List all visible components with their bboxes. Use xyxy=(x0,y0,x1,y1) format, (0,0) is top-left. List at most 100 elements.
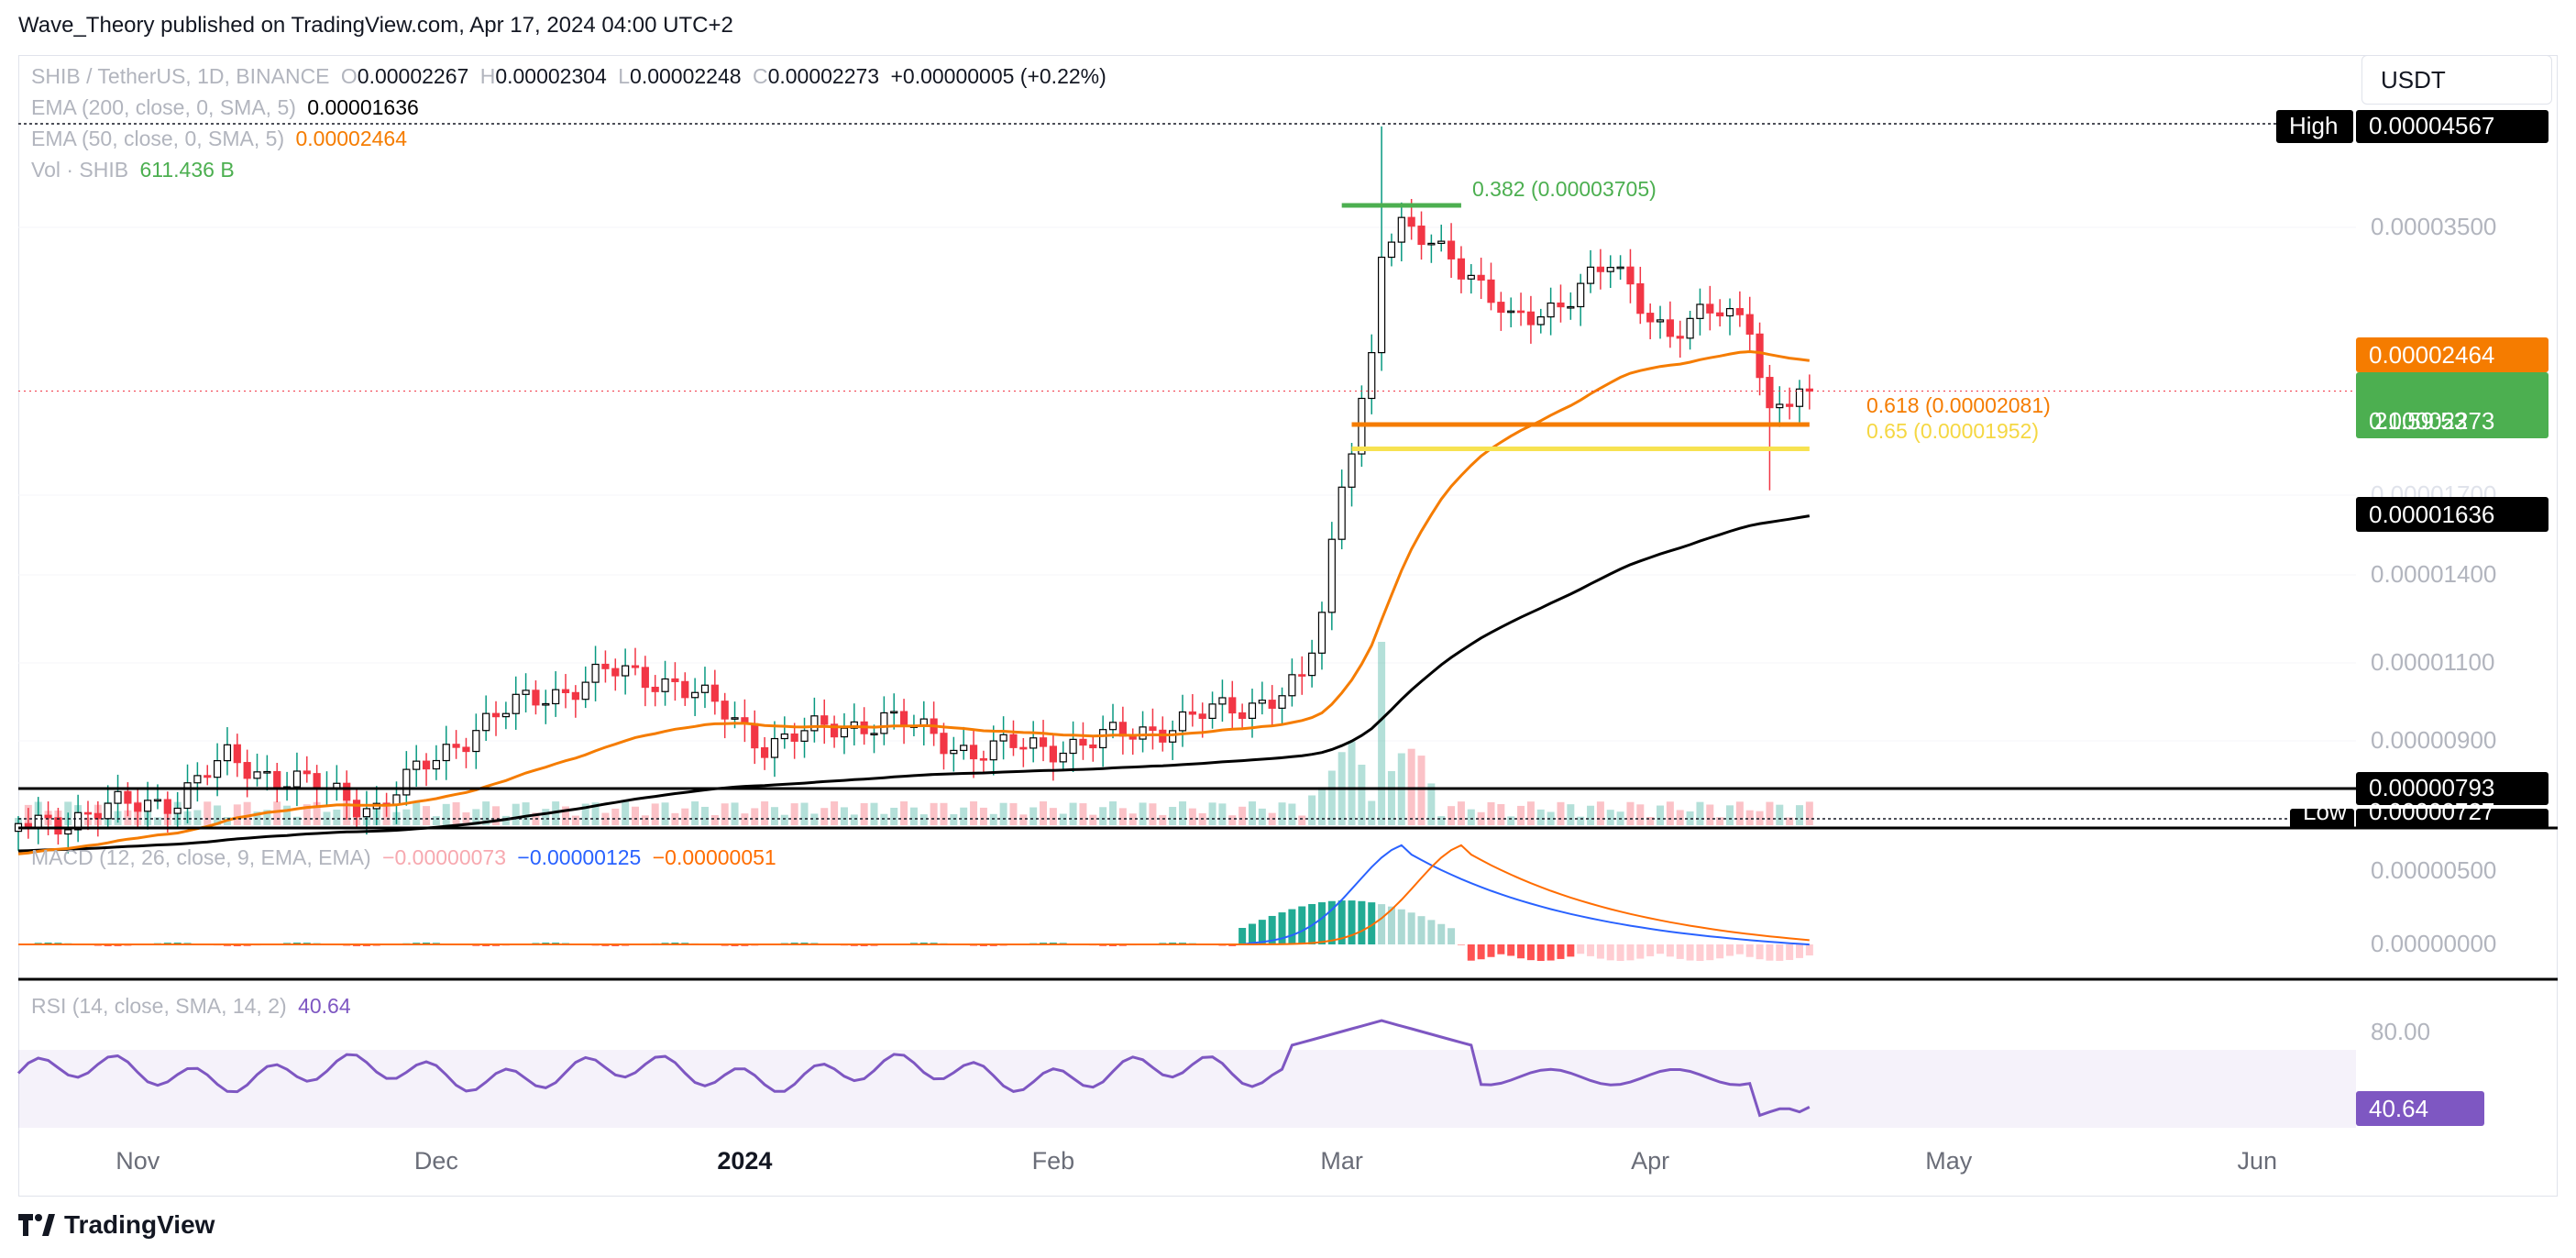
volume-bar xyxy=(452,801,460,825)
macd-hist-bar xyxy=(1427,920,1436,944)
volume-bar xyxy=(681,808,689,825)
macd-hist-bar xyxy=(1278,912,1286,944)
legend-volume[interactable]: Vol · SHIB 611.436 B xyxy=(31,158,240,182)
candle-body xyxy=(482,712,490,732)
volume-bar xyxy=(1258,808,1266,825)
volume-bar xyxy=(940,802,948,825)
macd-hist-bar xyxy=(1358,900,1366,944)
macd-hist-bar xyxy=(1248,923,1256,944)
candle-body xyxy=(661,678,669,692)
candle-body xyxy=(1516,310,1525,314)
candle-body xyxy=(1377,256,1386,354)
x-tick-label: Jun xyxy=(2238,1147,2278,1175)
candle-body xyxy=(1228,697,1237,714)
candle-body xyxy=(1397,216,1405,243)
volume-bar xyxy=(472,809,480,825)
candle-body xyxy=(44,814,52,819)
legend-macd[interactable]: MACD (12, 26, close, 9, EMA, EMA) −0.000… xyxy=(31,845,782,870)
candle-body xyxy=(601,663,610,669)
candle-body xyxy=(1188,711,1196,715)
candle-body xyxy=(1606,267,1614,272)
volume-bar xyxy=(661,802,669,825)
legend-ema50[interactable]: EMA (50, close, 0, SMA, 5) 0.00002464 xyxy=(31,127,413,151)
macd-label: MACD (12, 26, close, 9, EMA, EMA) xyxy=(31,845,371,869)
support-tag: 0.00000793 xyxy=(2369,774,2494,801)
candle-body xyxy=(114,790,122,804)
macd-hist-bar xyxy=(1567,944,1575,957)
volume-bar xyxy=(631,806,639,825)
candle-body xyxy=(1338,486,1346,540)
volume-bar xyxy=(1387,770,1395,825)
volume-bar xyxy=(1109,801,1117,825)
candle-body xyxy=(969,745,978,760)
macd-hist-bar xyxy=(1497,944,1505,955)
volume-bar xyxy=(1587,805,1595,825)
volume-bar xyxy=(1805,801,1813,825)
volume-bar xyxy=(1378,642,1386,825)
volume-bar xyxy=(243,801,251,825)
candle-body xyxy=(1248,702,1257,719)
volume-bar xyxy=(840,807,848,825)
candle-body xyxy=(721,701,729,720)
volume-bar xyxy=(820,808,829,825)
volume-bar xyxy=(790,803,798,825)
volume-bar xyxy=(153,817,161,825)
ema50-value: 0.00002464 xyxy=(295,127,408,150)
volume-bar xyxy=(1766,801,1774,825)
volume-bar xyxy=(970,801,978,825)
candle-body xyxy=(313,773,321,790)
time-axis: Nov Dec 2024 Feb Mar Apr May Jun xyxy=(116,1147,2277,1175)
volume-bar xyxy=(1169,807,1177,825)
macd-hist-bar xyxy=(1288,909,1296,944)
rsi-tag: 40.64 xyxy=(2369,1095,2428,1122)
macd-hist-bar xyxy=(1577,944,1585,955)
candle-body xyxy=(1069,738,1077,755)
x-tick-label: 2024 xyxy=(717,1147,772,1175)
volume-bar xyxy=(423,806,431,825)
legend-rsi[interactable]: RSI (14, close, SMA, 14, 2) 40.64 xyxy=(31,994,357,1019)
volume-bar xyxy=(700,806,709,825)
candle-body xyxy=(940,733,948,755)
volume-bar xyxy=(1567,804,1575,825)
volume-bar xyxy=(721,803,729,825)
volume-bar xyxy=(651,803,659,825)
volume-bar xyxy=(731,802,739,825)
volume-bar xyxy=(622,801,630,825)
candle-body xyxy=(1079,738,1087,746)
candle-body xyxy=(1596,266,1604,272)
candle-body xyxy=(1258,700,1266,704)
tradingview-logo-text: TradingView xyxy=(64,1210,215,1239)
macd-tick-label: 0.00000500 xyxy=(2371,856,2496,884)
volume-bar xyxy=(710,814,719,825)
volume-bar xyxy=(960,807,968,825)
currency-label: USDT xyxy=(2381,65,2446,94)
volume-bar xyxy=(810,813,819,825)
candle-body xyxy=(989,740,997,761)
volume-bar xyxy=(193,810,202,825)
rsi-value: 40.64 xyxy=(298,994,351,1018)
volume-label: Vol · SHIB xyxy=(31,158,129,182)
volume-bar xyxy=(442,803,450,825)
legend-symbol[interactable]: SHIB / TetherUS, 1D, BINANCE xyxy=(31,64,330,88)
volume-bar xyxy=(303,804,311,825)
candle-body xyxy=(1238,712,1247,719)
candle-body xyxy=(522,690,530,695)
volume-bar xyxy=(831,801,839,825)
candle-body xyxy=(691,691,699,699)
volume-bar xyxy=(482,801,490,825)
volume-bar xyxy=(233,804,241,825)
volume-bar xyxy=(1079,803,1087,825)
volume-bar xyxy=(1118,808,1127,825)
macd-hist-bar xyxy=(1756,944,1764,960)
candle-body xyxy=(1298,674,1306,677)
y-tick-label: 0.00003500 xyxy=(2371,213,2496,240)
legend-ema200[interactable]: EMA (200, close, 0, SMA, 5) 0.00001636 xyxy=(31,95,424,120)
candle-body xyxy=(233,744,241,764)
currency-button[interactable]: USDT xyxy=(2361,55,2552,105)
volume-bar xyxy=(1636,804,1645,825)
candle-body xyxy=(870,733,878,735)
candle-body xyxy=(1477,274,1485,281)
macd-hist-bar xyxy=(1238,928,1247,944)
candle-body xyxy=(1368,352,1376,400)
